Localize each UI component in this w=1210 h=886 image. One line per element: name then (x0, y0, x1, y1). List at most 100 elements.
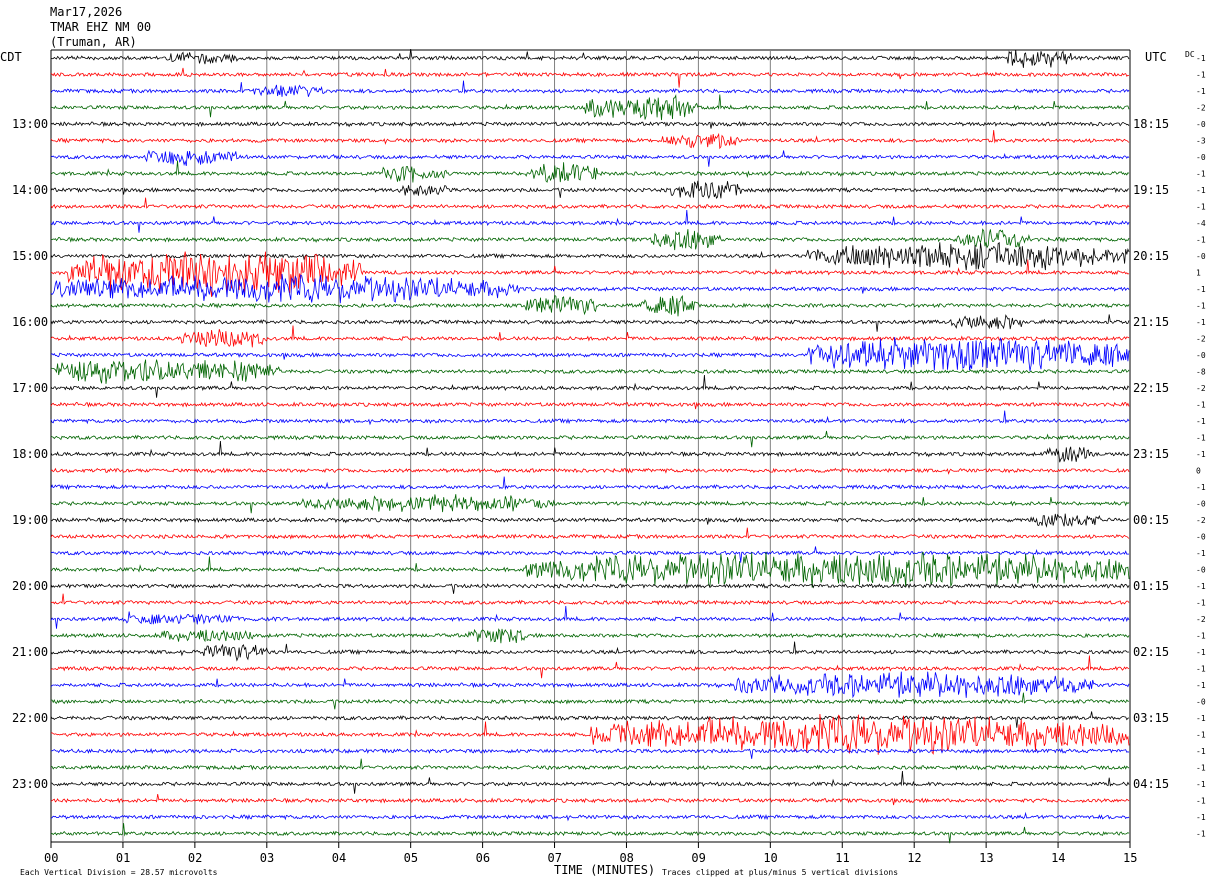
clip-note: Traces clipped at plus/minus 5 vertical … (662, 868, 898, 877)
trace-black (50, 513, 1130, 528)
trace-red (50, 401, 1130, 410)
dc-offset-label: -0 (1196, 351, 1206, 360)
trace-blue (50, 410, 1130, 426)
trace-black (50, 120, 1130, 129)
dc-offset-label: -2 (1196, 384, 1206, 393)
trace-red (50, 527, 1130, 540)
right-hour-label: 02:15 (1133, 645, 1169, 659)
dc-offset-label: -1 (1196, 632, 1206, 641)
x-tick-label: 01 (116, 851, 130, 865)
left-hour-label: 22:00 (12, 711, 48, 725)
dc-offset-label: -0 (1196, 120, 1206, 129)
dc-offset-label: -2 (1196, 104, 1206, 113)
header-date: Mar17,2026 (50, 5, 122, 19)
x-tick-label: 09 (691, 851, 705, 865)
left-hour-label: 21:00 (12, 645, 48, 659)
dc-offset-label: -1 (1196, 797, 1206, 806)
dc-offset-label: -0 (1196, 500, 1206, 509)
right-hour-label: 00:15 (1133, 513, 1169, 527)
right-hour-label: 01:15 (1133, 579, 1169, 593)
right-hour-label: 20:15 (1133, 249, 1169, 263)
dc-offset-label: -1 (1196, 681, 1206, 690)
dc-offset-label: -1 (1196, 401, 1206, 410)
x-tick-label: 03 (260, 851, 274, 865)
trace-blue (50, 209, 1130, 233)
dc-offset-label: -1 (1196, 830, 1206, 839)
dc-offset-label: -2 (1196, 615, 1206, 624)
dc-offset-label: -1 (1196, 203, 1206, 212)
trace-blue (50, 336, 1130, 371)
dc-offset-label: -1 (1196, 302, 1206, 311)
header-location: (Truman, AR) (50, 35, 137, 49)
trace-red (50, 593, 1130, 606)
dc-offset-label: -2 (1196, 516, 1206, 525)
dc-offset-labels: -1 -1 -1 -2 -0 -3 -0 -1 -1 -1 -4 -1 -0 1 -1 -1 -1 -2 -0 -8 -… (1196, 54, 1206, 839)
left-timezone-label: CDT (0, 50, 22, 64)
trace-green (50, 94, 1130, 121)
right-hour-label: 22:15 (1133, 381, 1169, 395)
x-tick-label: 00 (44, 851, 58, 865)
trace-green (50, 359, 1130, 384)
trace-black (50, 440, 1130, 463)
left-hour-label: 17:00 (12, 381, 48, 395)
dc-offset-label: -1 (1196, 549, 1206, 558)
left-hour-labels: 13:00 14:00 15:00 16:00 17:00 18:00 19:00 20:00… (12, 117, 48, 791)
x-tick-label: 11 (835, 851, 849, 865)
dc-offset-label: -1 (1196, 417, 1206, 426)
trace-red (50, 655, 1130, 679)
dc-offset-label: -1 (1196, 731, 1206, 740)
dc-offset-label: -1 (1196, 648, 1206, 657)
trace-black (50, 583, 1130, 594)
dc-label: DC (1185, 50, 1195, 59)
dc-offset-label: -1 (1196, 170, 1206, 179)
left-hour-label: 15:00 (12, 249, 48, 263)
trace-red (50, 467, 1130, 475)
trace-red (50, 325, 1130, 348)
x-tick-label: 07 (548, 851, 562, 865)
trace-green (50, 430, 1130, 448)
trace-green (51, 494, 1130, 514)
right-hour-label: 21:15 (1133, 315, 1169, 329)
dc-offset-label: -8 (1196, 368, 1206, 377)
dc-offset-label: -0 (1196, 698, 1206, 707)
trace-black (50, 241, 1130, 271)
x-tick-label: 08 (619, 851, 633, 865)
dc-offset-label: -1 (1196, 87, 1206, 96)
trace-blue (50, 747, 1130, 759)
x-tick-label: 04 (332, 851, 346, 865)
trace-blue (50, 476, 1130, 491)
trace-red (50, 67, 1130, 88)
left-hour-label: 16:00 (12, 315, 48, 329)
right-hour-labels: 18:15 19:15 20:15 21:15 22:15 23:15 00:15 01:15… (1133, 117, 1169, 791)
scale-note: Each Vertical Division = 28.57 microvolt… (20, 868, 218, 877)
x-axis-title: TIME (MINUTES) (554, 863, 655, 877)
x-tick-label: 10 (763, 851, 777, 865)
trace-red (50, 130, 1130, 150)
trace-blue (50, 605, 1130, 629)
dc-offset-label: 0 (1196, 467, 1201, 476)
trace-black (50, 641, 1130, 662)
trace-blue (50, 80, 1130, 97)
dc-offset-label: -1 (1196, 54, 1206, 63)
left-hour-label: 18:00 (12, 447, 48, 461)
right-hour-label: 18:15 (1133, 117, 1169, 131)
left-hour-label: 14:00 (12, 183, 48, 197)
dc-offset-label: -1 (1196, 236, 1206, 245)
dc-offset-label: -1 (1196, 450, 1206, 459)
dc-offset-label: -1 (1196, 285, 1206, 294)
trace-blue (50, 671, 1130, 699)
dc-offset-label: -4 (1196, 219, 1206, 228)
dc-offset-label: -1 (1196, 714, 1206, 723)
left-hour-label: 19:00 (12, 513, 48, 527)
trace-green (50, 160, 1130, 183)
right-hour-label: 04:15 (1133, 777, 1169, 791)
right-hour-label: 23:15 (1133, 447, 1169, 461)
dc-offset-label: -1 (1196, 665, 1206, 674)
trace-green (50, 228, 1130, 251)
trace-black (50, 48, 1130, 68)
dc-offset-label: -3 (1196, 137, 1206, 146)
trace-green (50, 823, 1130, 844)
right-timezone-label: UTC (1145, 50, 1167, 64)
dc-offset-label: -1 (1196, 483, 1206, 492)
